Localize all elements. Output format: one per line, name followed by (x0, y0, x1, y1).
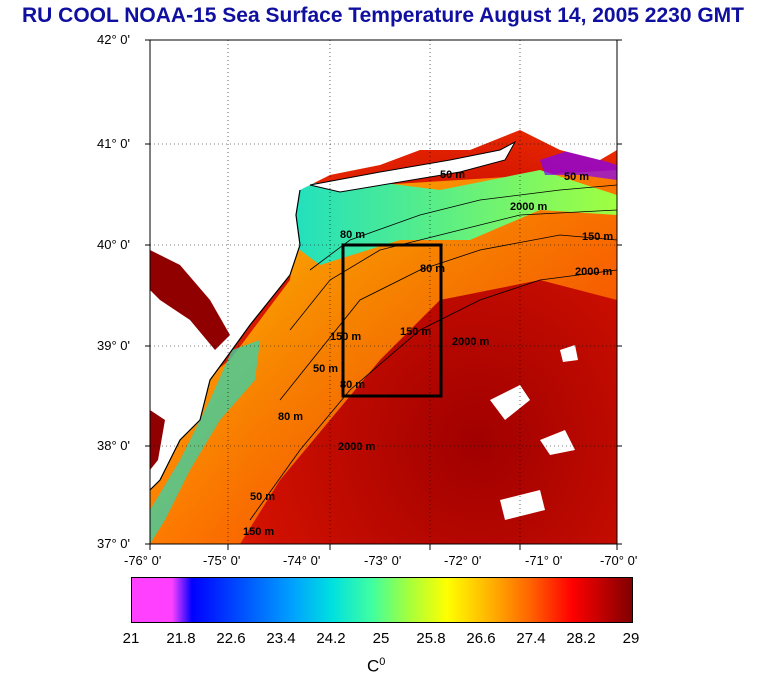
shelf-water (150, 170, 617, 544)
colorbar-label: 25 (372, 630, 390, 647)
cold-spot (540, 150, 617, 180)
contour-label: 2000 m (510, 201, 548, 213)
lat-label: 38° 0' (97, 438, 130, 453)
colorbar-label: 23.4 (266, 630, 296, 647)
land-new-england (150, 40, 617, 490)
contour-label: 80 m (340, 379, 365, 391)
study-area-box (341, 243, 443, 398)
lat-label: 37° 0' (97, 536, 130, 551)
contour-label: 150 m (243, 526, 274, 538)
unit-text: C (367, 656, 380, 676)
colorbar-label: 21.8 (166, 630, 196, 647)
colorbar-unit: C0 (367, 656, 385, 677)
contour-label: 50 m (250, 491, 275, 503)
lat-label: 39° 0' (97, 338, 130, 353)
isobath-2000m (249, 269, 617, 521)
contour-label: 80 m (420, 263, 445, 275)
contour-label: 50 m (440, 169, 465, 181)
lon-label: -75° 0' (203, 553, 241, 568)
lon-label: -71° 0' (525, 553, 563, 568)
gridlines (150, 40, 617, 544)
contour-label: 80 m (278, 411, 303, 423)
unit-superscript: 0 (379, 656, 386, 668)
coastline (150, 189, 301, 491)
isobath-150m (279, 234, 617, 401)
nearshore-cool-water (290, 170, 617, 265)
chesapeake (150, 410, 165, 470)
coastal-cool-strip (150, 340, 260, 544)
isobath-80m (289, 209, 617, 331)
lon-label: -76° 0' (124, 553, 162, 568)
map-frame (149, 39, 618, 545)
lon-label: -74° 0' (283, 553, 321, 568)
contour-label: 2000 m (452, 336, 490, 348)
long-island (309, 140, 517, 193)
lat-label: 41° 0' (97, 136, 130, 151)
temperature-colorbar (131, 577, 633, 623)
colorbar-label: 26.6 (466, 630, 496, 647)
colorbar-label: 29 (622, 630, 640, 647)
contour-label: 150 m (582, 231, 613, 243)
lon-label: -70° 0' (600, 553, 638, 568)
colorbar-label: 28.2 (566, 630, 596, 647)
contour-label: 80 m (340, 229, 365, 241)
contour-label: 2000 m (338, 441, 376, 453)
lon-label: -72° 0' (444, 553, 482, 568)
colorbar-label: 27.4 (516, 630, 546, 647)
contour-label: 2000 m (575, 266, 613, 278)
contour-label: 150 m (330, 331, 361, 343)
colorbar-label: 25.8 (416, 630, 446, 647)
delaware-bay (150, 250, 230, 350)
lon-label: -73° 0' (364, 553, 402, 568)
contour-label: 50 m (313, 363, 338, 375)
axis-ticks (145, 39, 622, 550)
contour-label: 150 m (400, 326, 431, 338)
map-title: RU COOL NOAA-15 Sea Surface Temperature … (21, 4, 745, 27)
contour-label: 50 m (564, 171, 589, 183)
lat-label: 40° 0' (97, 237, 130, 252)
colorbar-label: 21 (122, 630, 140, 647)
cloud-patches (490, 345, 578, 520)
lat-label: 42° 0' (97, 32, 130, 47)
colorbar-label: 22.6 (216, 630, 246, 647)
colorbar-label: 24.2 (316, 630, 346, 647)
